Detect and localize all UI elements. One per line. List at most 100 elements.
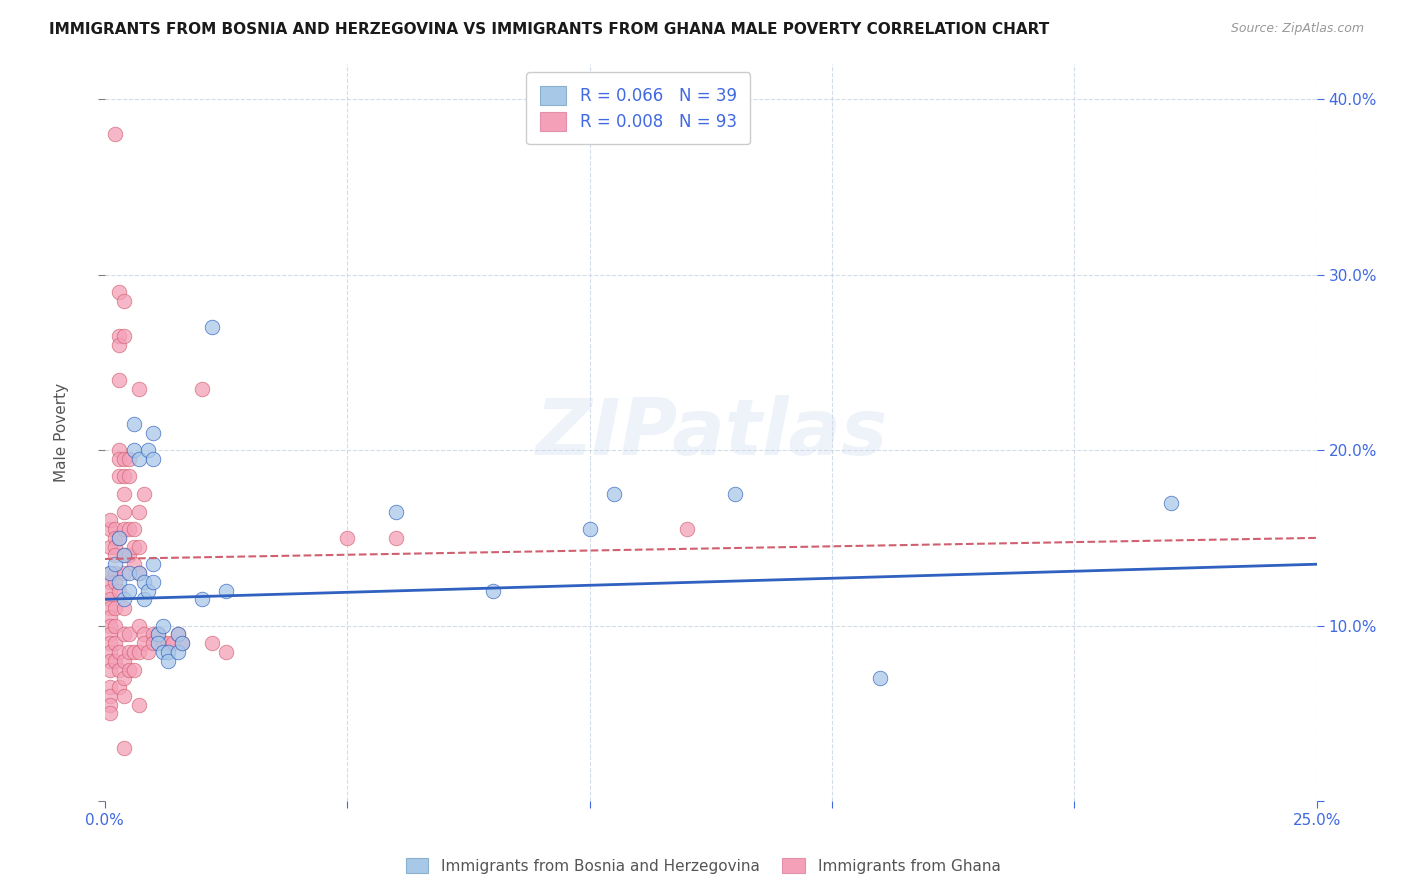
Point [103, 522, 125, 536]
Point [142, 425, 165, 440]
Point [122, 522, 145, 536]
Point [122, 540, 145, 554]
Point [128, 645, 150, 659]
Point [112, 627, 135, 641]
Point [103, 128, 125, 142]
Point [152, 636, 174, 650]
Point [112, 671, 135, 685]
Point [215, 645, 238, 659]
Point [112, 522, 135, 536]
Point [142, 451, 165, 466]
Point [112, 601, 135, 615]
Point [162, 636, 184, 650]
Point [112, 741, 135, 756]
Point [215, 583, 238, 598]
Point [128, 451, 150, 466]
Point [98, 618, 121, 632]
Point [98, 645, 121, 659]
Point [108, 663, 131, 677]
Point [132, 636, 155, 650]
Point [108, 338, 131, 352]
Point [138, 443, 160, 458]
Point [103, 540, 125, 554]
Point [108, 451, 131, 466]
Point [108, 645, 131, 659]
Point [98, 663, 121, 677]
Point [142, 558, 165, 572]
Point [98, 698, 121, 712]
Text: ZIPatlas: ZIPatlas [534, 394, 887, 471]
Point [118, 522, 141, 536]
Point [98, 680, 121, 694]
Point [132, 487, 155, 501]
Point [112, 293, 135, 308]
Point [122, 558, 145, 572]
Y-axis label: Male Poverty: Male Poverty [53, 383, 69, 483]
Point [152, 618, 174, 632]
Point [108, 469, 131, 483]
Point [98, 583, 121, 598]
Point [118, 663, 141, 677]
Point [108, 443, 131, 458]
Point [103, 549, 125, 563]
Point [112, 654, 135, 668]
Point [166, 627, 188, 641]
Point [481, 583, 503, 598]
Point [108, 680, 131, 694]
Point [166, 627, 188, 641]
Point [118, 583, 141, 598]
Point [869, 671, 891, 685]
Point [118, 469, 141, 483]
Point [122, 443, 145, 458]
Point [103, 574, 125, 589]
Point [98, 566, 121, 580]
Point [138, 583, 160, 598]
Point [112, 689, 135, 703]
Point [118, 566, 141, 580]
Point [1160, 496, 1182, 510]
Point [98, 601, 121, 615]
Point [118, 627, 141, 641]
Point [142, 574, 165, 589]
Point [103, 618, 125, 632]
Point [118, 451, 141, 466]
Point [108, 285, 131, 300]
Point [128, 566, 150, 580]
Point [148, 627, 170, 641]
Point [98, 689, 121, 703]
Point [132, 574, 155, 589]
Point [603, 487, 626, 501]
Point [112, 451, 135, 466]
Point [112, 505, 135, 519]
Point [172, 636, 194, 650]
Point [98, 574, 121, 589]
Point [128, 382, 150, 396]
Point [112, 549, 135, 563]
Point [108, 574, 131, 589]
Point [98, 513, 121, 527]
Point [336, 531, 359, 545]
Point [118, 645, 141, 659]
Text: Source: ZipAtlas.com: Source: ZipAtlas.com [1230, 22, 1364, 36]
Point [156, 636, 179, 650]
Point [98, 540, 121, 554]
Point [98, 592, 121, 607]
Point [142, 627, 165, 641]
Point [98, 627, 121, 641]
Point [142, 636, 165, 650]
Point [200, 320, 222, 334]
Point [108, 531, 131, 545]
Legend: Immigrants from Bosnia and Herzegovina, Immigrants from Ghana: Immigrants from Bosnia and Herzegovina, … [399, 852, 1007, 880]
Text: IMMIGRANTS FROM BOSNIA AND HERZEGOVINA VS IMMIGRANTS FROM GHANA MALE POVERTY COR: IMMIGRANTS FROM BOSNIA AND HERZEGOVINA V… [49, 22, 1049, 37]
Point [578, 522, 600, 536]
Point [103, 654, 125, 668]
Point [122, 645, 145, 659]
Point [384, 505, 406, 519]
Point [98, 610, 121, 624]
Point [148, 627, 170, 641]
Point [128, 698, 150, 712]
Point [122, 663, 145, 677]
Point [108, 583, 131, 598]
Point [98, 566, 121, 580]
Point [128, 540, 150, 554]
